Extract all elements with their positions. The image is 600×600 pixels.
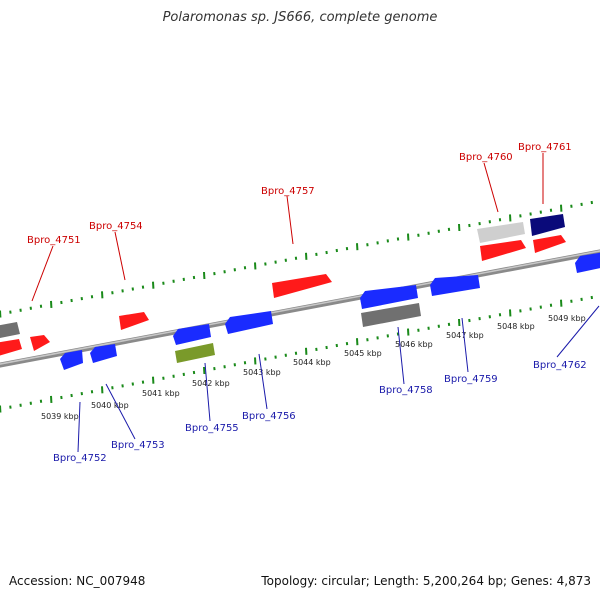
gene-arrow[interactable] <box>90 344 117 363</box>
gene-label[interactable]: Bpro_4760 <box>459 152 513 163</box>
gene-label[interactable]: Bpro_4758 <box>379 385 433 396</box>
leader-lines <box>31 153 600 453</box>
leader-line <box>556 305 600 358</box>
gene-arrow[interactable] <box>430 275 480 296</box>
backbone-group <box>0 249 600 368</box>
gene-arrow[interactable] <box>272 274 332 298</box>
accession-text: Accession: NC_007948 <box>9 574 146 588</box>
gene-arrow[interactable] <box>477 222 525 243</box>
gene-label[interactable]: Bpro_4753 <box>111 440 165 451</box>
gene-arrow[interactable] <box>173 324 211 345</box>
gene-label[interactable]: Bpro_4755 <box>185 423 239 434</box>
leader-line <box>204 362 211 422</box>
gene-arrow[interactable] <box>60 350 83 370</box>
gene-label[interactable]: Bpro_4751 <box>27 235 81 246</box>
ruler-label: 5048 kbp <box>497 322 535 331</box>
map-title: Polaromonas sp. JS666, complete genome <box>162 10 438 25</box>
ruler-label: 5047 kbp <box>446 331 484 340</box>
gene-label[interactable]: Bpro_4756 <box>242 411 296 422</box>
gene-arrow[interactable] <box>533 235 566 253</box>
gene-arrow[interactable] <box>30 335 50 351</box>
leader-line <box>461 317 469 373</box>
ruler-label: 5039 kbp <box>41 412 79 421</box>
minus-strand-genes <box>60 252 600 370</box>
leader-line <box>397 326 405 385</box>
leader-line <box>114 231 126 281</box>
gene-label[interactable]: Bpro_4762 <box>533 360 587 371</box>
gene-arrow[interactable] <box>361 303 421 327</box>
leader-line <box>77 401 81 453</box>
ruler-label: 5044 kbp <box>293 358 331 367</box>
ruler-label: 5041 kbp <box>142 389 180 398</box>
plus-strand-genes <box>0 214 566 357</box>
gene-label[interactable]: Bpro_4759 <box>444 374 498 385</box>
gene-arrow[interactable] <box>575 252 600 273</box>
leader-line <box>483 162 499 213</box>
ruler-label: 5046 kbp <box>395 340 433 349</box>
ruler-label: 5040 kbp <box>91 401 129 410</box>
gene-label[interactable]: Bpro_4754 <box>89 221 143 232</box>
gene-arrow[interactable] <box>175 343 215 363</box>
gene-arrow[interactable] <box>530 214 565 236</box>
minus-strand-ticks <box>0 295 593 413</box>
leader-line <box>286 195 294 245</box>
gene-arrow[interactable] <box>0 322 20 339</box>
ruler-label: 5049 kbp <box>548 314 586 323</box>
gene-arrow[interactable] <box>360 285 418 309</box>
gene-arrow[interactable] <box>0 339 22 357</box>
leader-line <box>31 245 54 302</box>
gene-arrow[interactable] <box>119 312 149 330</box>
plus-strand-ticks <box>0 200 593 318</box>
ruler-labels: 5039 kbp 5040 kbp 5041 kbp 5042 kbp 5043… <box>41 314 586 421</box>
leader-line <box>258 353 268 410</box>
gene-label[interactable]: Bpro_4752 <box>53 453 107 464</box>
topology-text: Topology: circular; Length: 5,200,264 bp… <box>261 574 591 588</box>
genome-backbone-highlight <box>0 250 600 365</box>
gene-label[interactable]: Bpro_4761 <box>518 142 572 153</box>
gene-arrow[interactable] <box>225 311 273 334</box>
gene-labels: Bpro_4751 Bpro_4754 Bpro_4757 Bpro_4760 … <box>27 142 587 464</box>
gene-label[interactable]: Bpro_4757 <box>261 186 315 197</box>
ruler-label: 5045 kbp <box>344 349 382 358</box>
gene-arrow[interactable] <box>480 240 526 261</box>
leader-line <box>105 383 136 440</box>
ruler-label: 5042 kbp <box>192 379 230 388</box>
